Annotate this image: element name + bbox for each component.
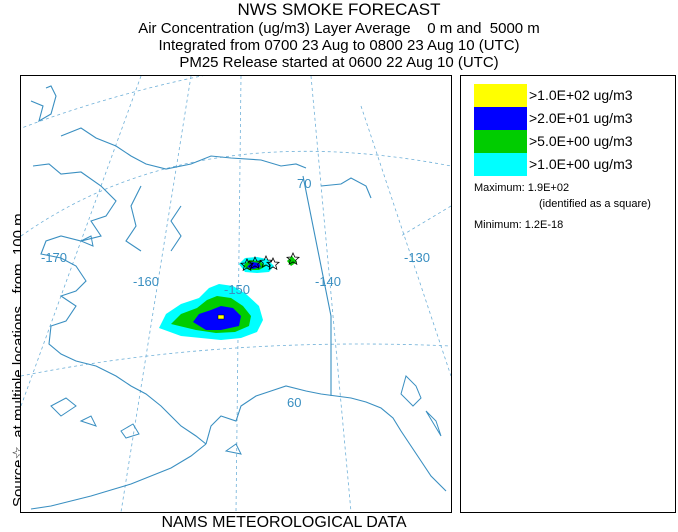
plume-maximum-square (217, 314, 225, 320)
plume-contour-2e1 (193, 306, 241, 330)
smoke-plume-main (159, 284, 263, 340)
source-star-icon (265, 257, 281, 271)
lon-label-130: -130 (404, 250, 430, 265)
lon-label-170: -170 (41, 250, 67, 265)
legend-label: >2.0E+01 ug/m3 (529, 110, 633, 126)
minimum-value: Minimum: 1.2E-18 (474, 219, 564, 231)
maximum-value: Maximum: 1.9E+02 (474, 182, 570, 194)
alaska-map: -170 -160 -150 -140 -130 70 60 (21, 76, 451, 512)
legend-item-2e1: >2.0E+01 ug/m3 (474, 107, 674, 130)
legend-swatch (474, 107, 527, 130)
subtitle-integration-period: Integrated from 0700 23 Aug to 0800 23 A… (158, 37, 520, 54)
legend-label: >1.0E+00 ug/m3 (529, 156, 633, 172)
legend-item-5e0: >5.0E+00 ug/m3 (474, 130, 674, 153)
coastline (30, 85, 447, 510)
legend-swatch (474, 130, 527, 153)
legend-item-1e2: >1.0E+02 ug/m3 (474, 84, 674, 107)
source-star-icon (258, 255, 274, 269)
lat-label-70: 70 (297, 176, 311, 191)
source-star-icon (247, 256, 263, 270)
legend-item-1e0: >1.0E+00 ug/m3 (474, 153, 674, 176)
source-markers (239, 252, 301, 272)
legend-panel: >1.0E+02 ug/m3 >2.0E+01 ug/m3 >5.0E+00 u… (460, 75, 676, 513)
legend-label: >1.0E+02 ug/m3 (529, 87, 633, 103)
map-panel: -170 -160 -150 -140 -130 70 60 (20, 75, 452, 513)
legend-label: >5.0E+00 ug/m3 (529, 133, 633, 149)
lon-label-160: -160 (133, 274, 159, 289)
islands (50, 235, 442, 455)
meteorological-data-label: NAMS METEOROLOGICAL DATA (161, 514, 407, 531)
subtitle-release-time: PM25 Release started at 0600 22 Aug 10 (… (179, 54, 499, 71)
chart-title: NWS SMOKE FORECAST (237, 0, 441, 19)
maximum-note: (identified as a square) (539, 198, 651, 210)
legend-swatch (474, 84, 527, 107)
lon-label-140: -140 (315, 274, 341, 289)
source-star-icon (285, 252, 301, 266)
subtitle-concentration: Air Concentration (ug/m3) Layer Average … (138, 20, 540, 37)
legend-swatch (474, 153, 527, 176)
lat-label-60: 60 (287, 395, 301, 410)
lon-label-150: -150 (224, 282, 250, 297)
graticule-latitude-lines (21, 76, 451, 377)
